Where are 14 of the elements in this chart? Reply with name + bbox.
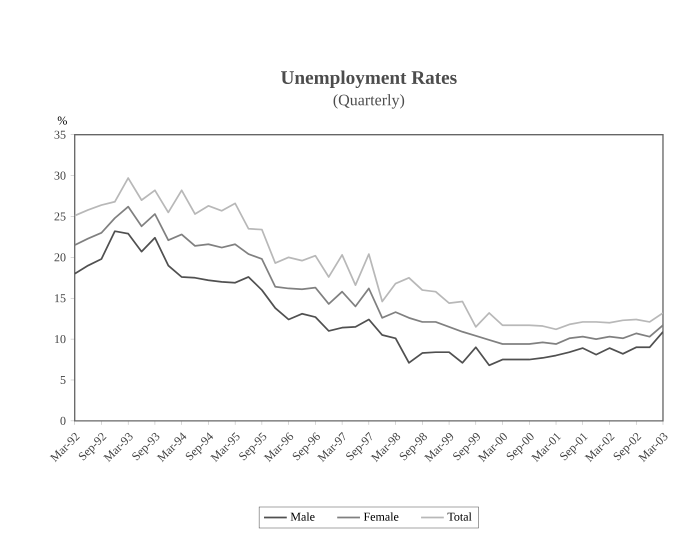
chart-subtitle: (Quarterly): [334, 94, 404, 109]
y-tick-label: 20: [54, 253, 66, 262]
chart-title: Unemployment Rates: [281, 70, 457, 88]
legend-label: Total: [448, 512, 472, 521]
y-axis-title: %: [58, 116, 67, 125]
legend-label: Female: [364, 512, 398, 521]
y-tick-label: 10: [55, 335, 66, 344]
y-tick-label: 15: [55, 294, 66, 302]
y-tick-label: 25: [54, 212, 66, 221]
y-tick-label: 0: [60, 416, 66, 425]
y-tick-label: 35: [54, 130, 66, 139]
y-tick-label: 30: [54, 172, 66, 180]
y-tick-label: 5: [60, 376, 66, 384]
legend-label: Male: [290, 512, 315, 521]
